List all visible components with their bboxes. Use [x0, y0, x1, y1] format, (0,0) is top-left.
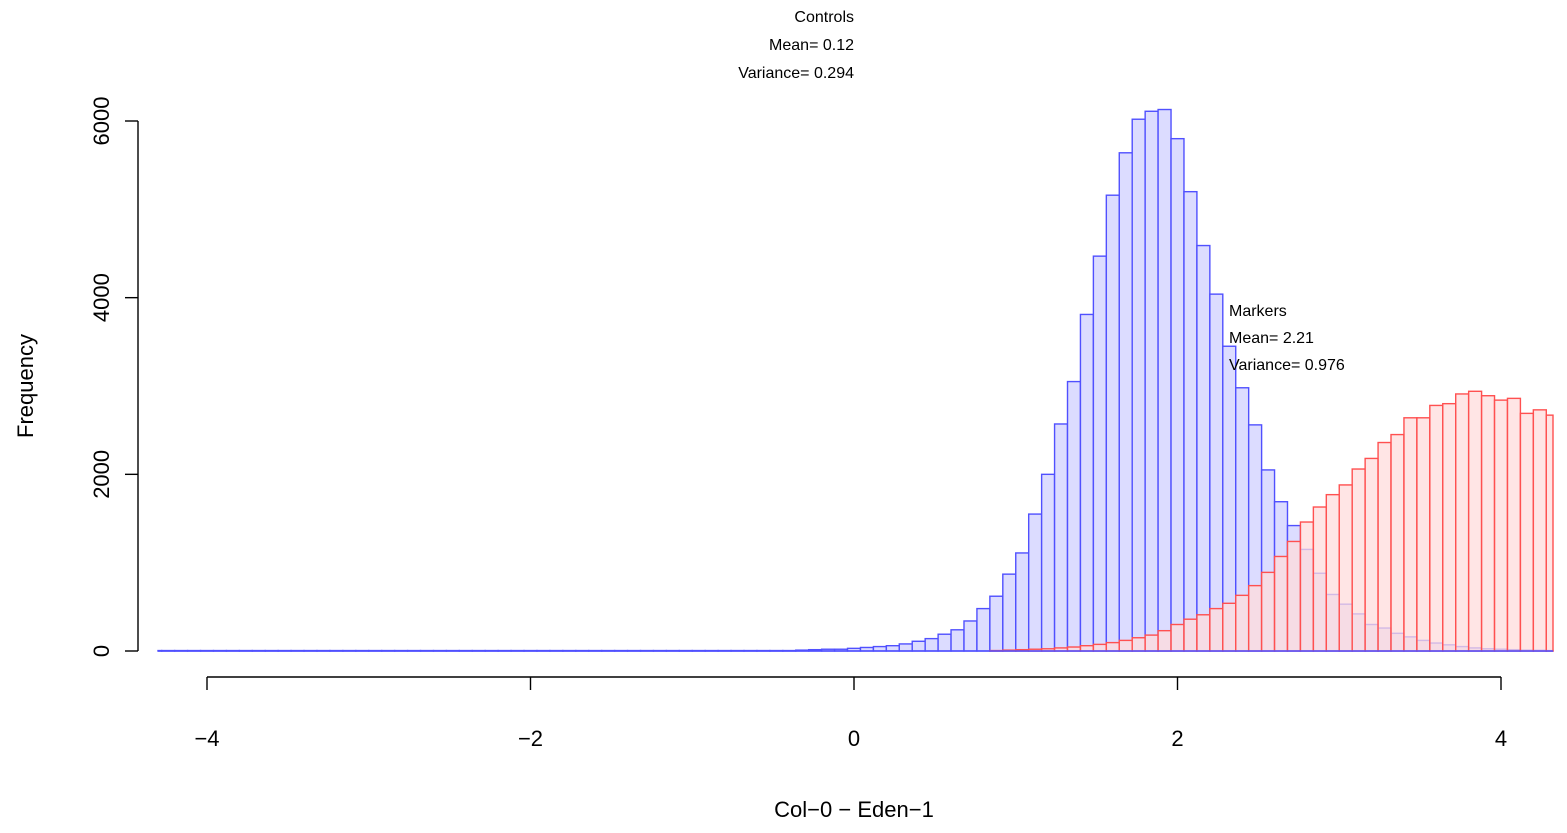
controls-bar [885, 645, 900, 652]
markers-bar [1260, 571, 1276, 652]
markers-bar [1416, 417, 1431, 652]
markers-bar [1532, 409, 1547, 652]
markers-bar [1144, 634, 1159, 652]
markers-bar [1480, 395, 1496, 652]
controls-bar [1040, 473, 1056, 652]
markers-bar [1157, 629, 1172, 652]
markers-bar [1209, 607, 1224, 652]
controls-bar [1209, 293, 1224, 652]
controls-bar [1079, 313, 1095, 652]
controls-bar [1027, 513, 1043, 652]
controls-annotation-line: Controls [794, 9, 854, 26]
markers-bar [1325, 493, 1340, 652]
controls-bar [950, 629, 965, 652]
controls-bar [1170, 137, 1185, 652]
controls-bar [1002, 573, 1017, 652]
markers-bar [1519, 412, 1535, 652]
controls-bar [1144, 110, 1159, 652]
markers-bar [1312, 506, 1328, 652]
controls-bar [976, 607, 991, 652]
markers-bar [1079, 645, 1095, 652]
markers-bar [1196, 614, 1211, 652]
y-tick-label: 4000 [89, 273, 114, 322]
y-tick-label: 6000 [89, 97, 114, 146]
controls-annotation: Controls Mean= 0.12 Variance= 0.294 [738, 9, 854, 82]
controls-bar [1105, 194, 1120, 652]
x-tick-label: −2 [518, 726, 543, 751]
markers-bar [1170, 623, 1185, 652]
controls-bar [1118, 152, 1133, 652]
controls-bar [911, 640, 926, 652]
controls-bar [1196, 244, 1211, 652]
markers-bar [1442, 402, 1457, 652]
markers-annotation-line: Variance= 0.976 [1229, 357, 1345, 374]
markers-bar [1506, 397, 1522, 652]
markers-bar [1183, 618, 1198, 652]
markers-bar [1299, 521, 1315, 652]
controls-bar [1092, 255, 1108, 652]
controls-bar [1131, 118, 1146, 652]
controls-bar [924, 637, 939, 652]
x-tick-label: 0 [848, 726, 860, 751]
markers-bar [1351, 468, 1366, 652]
markers-bar [1455, 393, 1470, 652]
markers-bar [1092, 643, 1108, 652]
markers-bar [1364, 457, 1379, 652]
y-tick-label: 0 [89, 645, 114, 657]
markers-bar [1222, 602, 1237, 652]
markers-bar [1235, 594, 1250, 652]
y-axis-title: Frequency [13, 334, 38, 438]
markers-bar [1467, 390, 1483, 652]
markers-bar [1247, 584, 1263, 652]
controls-annotation-line: Variance= 0.294 [738, 65, 854, 82]
markers-bar [1545, 414, 1554, 652]
y-tick-label: 2000 [89, 450, 114, 499]
markers-bar [1118, 639, 1133, 652]
markers-bar [1493, 399, 1509, 652]
controls-bar [1183, 190, 1198, 652]
x-tick-label: 2 [1171, 726, 1183, 751]
controls-bar [989, 595, 1004, 652]
markers-bar [1403, 417, 1418, 652]
markers-annotation-line: Mean= 2.21 [1229, 330, 1314, 347]
controls-bar [1157, 108, 1172, 652]
controls-bar [1066, 380, 1082, 652]
markers-bar [1273, 555, 1289, 652]
controls-bar [1053, 423, 1069, 652]
markers-bar [1429, 404, 1444, 652]
markers-bar [1338, 484, 1353, 652]
x-axis-title: Col−0 − Eden−1 [774, 797, 934, 822]
y-axis: 0 2000 4000 6000 [89, 97, 139, 657]
x-tick-label: 4 [1495, 726, 1507, 751]
controls-bar [963, 620, 978, 652]
x-axis: −4 −2 0 2 4 [194, 676, 1507, 751]
markers-bar [1286, 540, 1302, 652]
controls-bar [937, 633, 952, 652]
markers-bar [1105, 641, 1120, 652]
markers-bar [1377, 441, 1392, 652]
controls-annotation-line: Mean= 0.12 [769, 37, 854, 54]
x-tick-label: −4 [194, 726, 219, 751]
markers-annotation: Markers Mean= 2.21 Variance= 0.976 [1229, 303, 1345, 374]
controls-bar [1015, 552, 1030, 652]
markers-bar [1390, 433, 1405, 652]
controls-bar [898, 643, 913, 652]
markers-annotation-line: Markers [1229, 303, 1287, 320]
markers-bar [1131, 637, 1146, 652]
